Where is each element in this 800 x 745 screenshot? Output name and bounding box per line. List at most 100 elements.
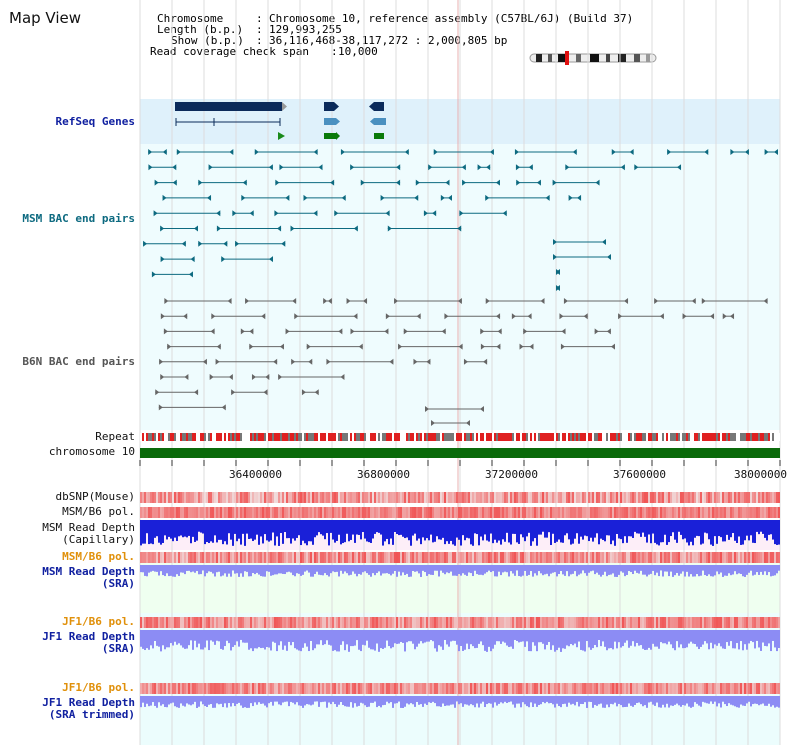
track-label-msm-depth-sra[interactable]: MSM Read Depth [42, 565, 135, 578]
msm-bac-pair-end [528, 164, 533, 171]
b6n-bac-pair-end [480, 343, 485, 350]
msm-b6-pol-cell [180, 552, 182, 563]
jf1-sra-depth-bar [310, 630, 312, 642]
msm-bac-pair-end [360, 179, 365, 186]
msm-sra-depth-bar [144, 565, 146, 576]
dbsnp-cell [460, 492, 462, 503]
track-label-jf1-b6-pol-1[interactable]: JF1/B6 pol. [62, 615, 135, 628]
track-label-jf1-b6-pol-2[interactable]: JF1/B6 pol. [62, 681, 135, 694]
track-label-msm-b6-pol-1[interactable]: MSM/B6 pol. [62, 505, 135, 518]
jf1-b6-pol-cell [476, 617, 478, 628]
msm-capillary-depth-bar [748, 520, 750, 541]
msm-b6-pol-cell [330, 552, 332, 563]
repeat-segment [726, 433, 728, 441]
msm-b6-pol-cell [608, 552, 610, 563]
jf1-sra-depth-bar [190, 630, 192, 641]
repeat-segment [660, 433, 662, 441]
repeat-segment [740, 433, 742, 441]
dbsnp-cell [592, 492, 594, 503]
jf1-trimmed-depth-bar [364, 696, 366, 706]
dbsnp-cell [458, 492, 460, 503]
msm-b6-pol-cell [380, 507, 382, 518]
msm-b6-pol-cell [394, 507, 396, 518]
msm-b6-pol-cell [250, 507, 252, 518]
track-label-refseq[interactable]: RefSeq Genes [55, 115, 135, 128]
repeat-segment [768, 433, 770, 441]
track-label-msm-depth-capillary[interactable]: MSM Read Depth [42, 521, 135, 534]
msm-b6-pol-cell [628, 507, 630, 518]
msm-b6-pol-cell [440, 507, 442, 518]
msm-b6-pol-cell [374, 507, 376, 518]
msm-bac-track[interactable] [143, 149, 778, 291]
jf1-sra-depth-bar [332, 630, 334, 651]
dbsnp-cell [474, 492, 476, 503]
msm-bac-pair-end [380, 194, 385, 201]
msm-b6-pol-cell [362, 552, 364, 563]
jf1-b6-pol-cell [312, 617, 314, 628]
msm-b6-pol-cell [504, 507, 506, 518]
jf1-b6-pol-cell [458, 683, 460, 694]
b6n-bac-track[interactable] [155, 298, 768, 426]
jf1-trimmed-depth-bar [490, 696, 492, 704]
msm-sra-depth-bar [726, 565, 728, 576]
jf1-b6-pol-cell [766, 683, 768, 694]
msm-b6-pol-cell [506, 507, 508, 518]
msm-b6-pol-cell [316, 552, 318, 563]
jf1-sra-depth-bar [160, 630, 162, 652]
jf1-sra-depth-bar [578, 630, 580, 642]
repeat-segment [274, 433, 276, 441]
msm-sra-depth-bar [462, 565, 464, 574]
chromosome-ideogram[interactable] [528, 51, 660, 65]
jf1-trimmed-depth-bar [664, 696, 666, 708]
msm-b6-pol-cell [602, 552, 604, 563]
jf1-b6-pol-cell [502, 683, 504, 694]
jf1-trimmed-depth-bar [192, 696, 194, 705]
dbsnp-cell [246, 492, 248, 503]
jf1-trimmed-depth-bar [148, 696, 150, 707]
msm-sra-depth-bar [596, 565, 598, 573]
track-label-b6n-bac[interactable]: B6N BAC end pairs [22, 355, 135, 368]
msm-sra-depth-bar [638, 565, 640, 574]
jf1-b6-pol-cell [552, 617, 554, 628]
jf1-b6-pol-cell [728, 617, 730, 628]
msm-capillary-depth-bar [756, 520, 758, 532]
jf1-b6-pol-cell [572, 617, 574, 628]
msm-b6-pol-cell [184, 552, 186, 563]
jf1-b6-pol-cell [548, 617, 550, 628]
heat-tracks[interactable] [140, 492, 780, 708]
track-label-jf1-depth-trimmed[interactable]: JF1 Read Depth [42, 696, 135, 709]
jf1-trimmed-depth-bar [442, 696, 444, 704]
msm-capillary-depth-bar [752, 520, 754, 543]
msm-b6-pol-cell [626, 507, 628, 518]
jf1-sra-depth-bar [524, 630, 526, 647]
msm-capillary-depth-bar [778, 520, 780, 545]
dbsnp-cell [630, 492, 632, 503]
jf1-trimmed-depth-bar [176, 696, 178, 708]
jf1-b6-pol-cell [694, 683, 696, 694]
dbsnp-cell [546, 492, 548, 503]
msm-b6-pol-cell [408, 552, 410, 563]
msm-b6-pol-cell [608, 507, 610, 518]
refseq-gene-track[interactable] [175, 102, 386, 140]
dbsnp-cell [316, 492, 318, 503]
repeat-segment [192, 433, 194, 441]
dbsnp-cell [214, 492, 216, 503]
jf1-b6-pol-cell [732, 683, 734, 694]
chromosome-bar[interactable] [140, 448, 780, 458]
track-label-jf1-depth-sra[interactable]: JF1 Read Depth [42, 630, 135, 643]
track-label-msm-bac[interactable]: MSM BAC end pairs [22, 212, 135, 225]
jf1-b6-pol-cell [144, 683, 146, 694]
jf1-sra-depth-bar [152, 630, 154, 649]
b6n-bac-pair-end [394, 298, 399, 304]
repeat-segment [538, 433, 540, 441]
msm-b6-pol-cell [356, 552, 358, 563]
track-label-msm-b6-pol-2[interactable]: MSM/B6 pol. [62, 550, 135, 563]
repeat-track[interactable] [140, 433, 780, 441]
jf1-b6-pol-cell [450, 683, 452, 694]
msm-b6-pol-cell [758, 507, 760, 518]
track-label-dbsnp[interactable]: dbSNP(Mouse) [55, 490, 135, 503]
dbsnp-cell [566, 492, 568, 503]
msm-b6-pol-cell [302, 507, 304, 518]
jf1-b6-pol-cell [584, 683, 586, 694]
